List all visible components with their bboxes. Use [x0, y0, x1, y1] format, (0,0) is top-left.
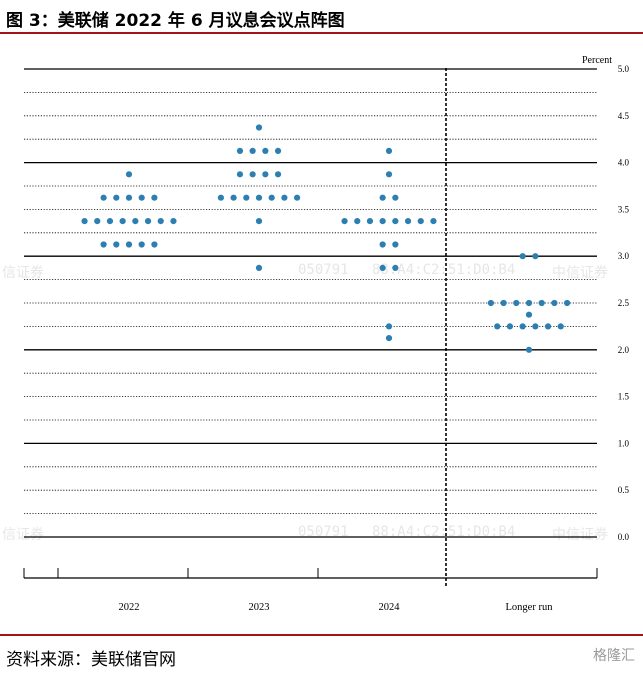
rate-dot	[113, 241, 120, 248]
rate-dot	[385, 335, 393, 342]
rate-dot	[274, 171, 282, 178]
rate-dot	[119, 218, 126, 225]
rate-dot	[385, 323, 393, 330]
source-note: 资料来源：美联储官网	[6, 650, 176, 670]
rate-dot	[236, 147, 244, 154]
top-divider	[0, 32, 643, 34]
rate-dot	[532, 253, 539, 260]
rate-dot	[125, 171, 133, 178]
rate-dot	[354, 218, 361, 225]
y-tick-label: 4.0	[618, 158, 630, 168]
rate-dot	[494, 323, 501, 330]
y-tick-label: 0.0	[618, 532, 630, 542]
rate-dot	[249, 147, 256, 154]
watermark-logo: 格隆汇	[593, 648, 635, 664]
rate-dot	[500, 299, 507, 307]
rate-dot	[255, 218, 263, 225]
x-category-label: Longer run	[506, 602, 554, 613]
rate-dot	[230, 194, 237, 201]
rate-dot	[392, 241, 399, 248]
rate-dot	[255, 264, 263, 271]
y-tick-label: 4.5	[618, 111, 630, 121]
rate-dot	[404, 218, 412, 225]
rate-dot	[525, 299, 533, 307]
rate-dot	[385, 147, 393, 154]
y-tick-label: 3.0	[618, 251, 630, 261]
rate-dot	[525, 346, 533, 353]
rate-dot	[379, 241, 386, 248]
rate-dot	[255, 194, 263, 201]
rate-dot	[262, 171, 269, 178]
rate-dot	[100, 241, 107, 248]
rate-dot	[525, 311, 533, 318]
rate-dot	[557, 323, 564, 330]
figure-title: 图 3：美联储 2022 年 6 月议息会议点阵图	[6, 11, 345, 31]
rate-dot	[544, 323, 552, 330]
dots-layer	[81, 124, 571, 353]
dot-plot-chart: 0.00.51.01.52.02.53.03.54.04.55.0 2022 20…	[23, 55, 630, 613]
y-tick-label: 5.0	[618, 64, 630, 74]
rate-dot	[113, 194, 120, 201]
rate-dot	[519, 253, 526, 260]
rate-dot	[170, 218, 177, 225]
y-tick-label: 1.0	[618, 438, 630, 448]
y-tick-labels: 0.0 0.5 1.0 1.5 2.0 2.5 3.0 3.5 4.0 4.5 5.0	[618, 64, 630, 542]
rate-dot	[506, 323, 514, 330]
rate-dot	[144, 218, 152, 225]
rate-dot	[417, 218, 424, 225]
gridlines	[23, 68, 598, 586]
rate-dot	[487, 299, 494, 307]
bottom-divider	[0, 634, 643, 636]
rate-dot	[249, 171, 256, 178]
x-category-label: 2024	[379, 602, 401, 613]
y-tick-label: 1.5	[618, 392, 630, 402]
rate-dot	[125, 241, 133, 248]
rate-dot	[236, 171, 244, 178]
rate-dot	[392, 264, 399, 271]
x-category-label: 2022	[119, 602, 140, 613]
rate-dot	[106, 218, 114, 225]
rate-dot	[262, 147, 269, 154]
rate-dot	[100, 194, 107, 201]
rate-dot	[274, 147, 282, 154]
y-tick-label: 0.5	[618, 485, 630, 495]
rate-dot	[281, 194, 288, 201]
rate-dot	[532, 323, 539, 330]
rate-dot	[151, 241, 158, 248]
rate-dot	[125, 194, 133, 201]
x-category-labels: 2022 2023 2024 Longer run	[119, 602, 554, 613]
rate-dot	[243, 194, 250, 201]
rate-dot	[341, 218, 348, 225]
rate-dot	[519, 323, 526, 330]
rate-dot	[268, 194, 275, 201]
y-axis-label: Percent	[582, 55, 612, 66]
rate-dot	[255, 124, 263, 131]
x-category-label: 2023	[249, 602, 270, 613]
rate-dot	[151, 194, 158, 201]
rate-dot	[430, 218, 437, 225]
y-tick-label: 2.0	[618, 345, 630, 355]
rate-dot	[379, 218, 386, 225]
rate-dot	[132, 218, 139, 225]
rate-dot	[157, 218, 164, 225]
rate-dot	[538, 299, 545, 307]
rate-dot	[294, 194, 301, 201]
rate-dot	[94, 218, 101, 225]
rate-dot	[564, 299, 571, 307]
rate-dot	[138, 241, 145, 248]
rate-dot	[379, 194, 386, 201]
rate-dot	[513, 299, 520, 307]
rate-dot	[366, 218, 374, 225]
rate-dot	[392, 194, 399, 201]
rate-dot	[551, 299, 558, 307]
rate-dot	[81, 218, 88, 225]
rate-dot	[138, 194, 145, 201]
rate-dot	[217, 194, 224, 201]
rate-dot	[385, 171, 393, 178]
y-tick-label: 2.5	[618, 298, 630, 308]
rate-dot	[392, 218, 399, 225]
rate-dot	[379, 264, 386, 271]
y-tick-label: 3.5	[618, 204, 630, 214]
